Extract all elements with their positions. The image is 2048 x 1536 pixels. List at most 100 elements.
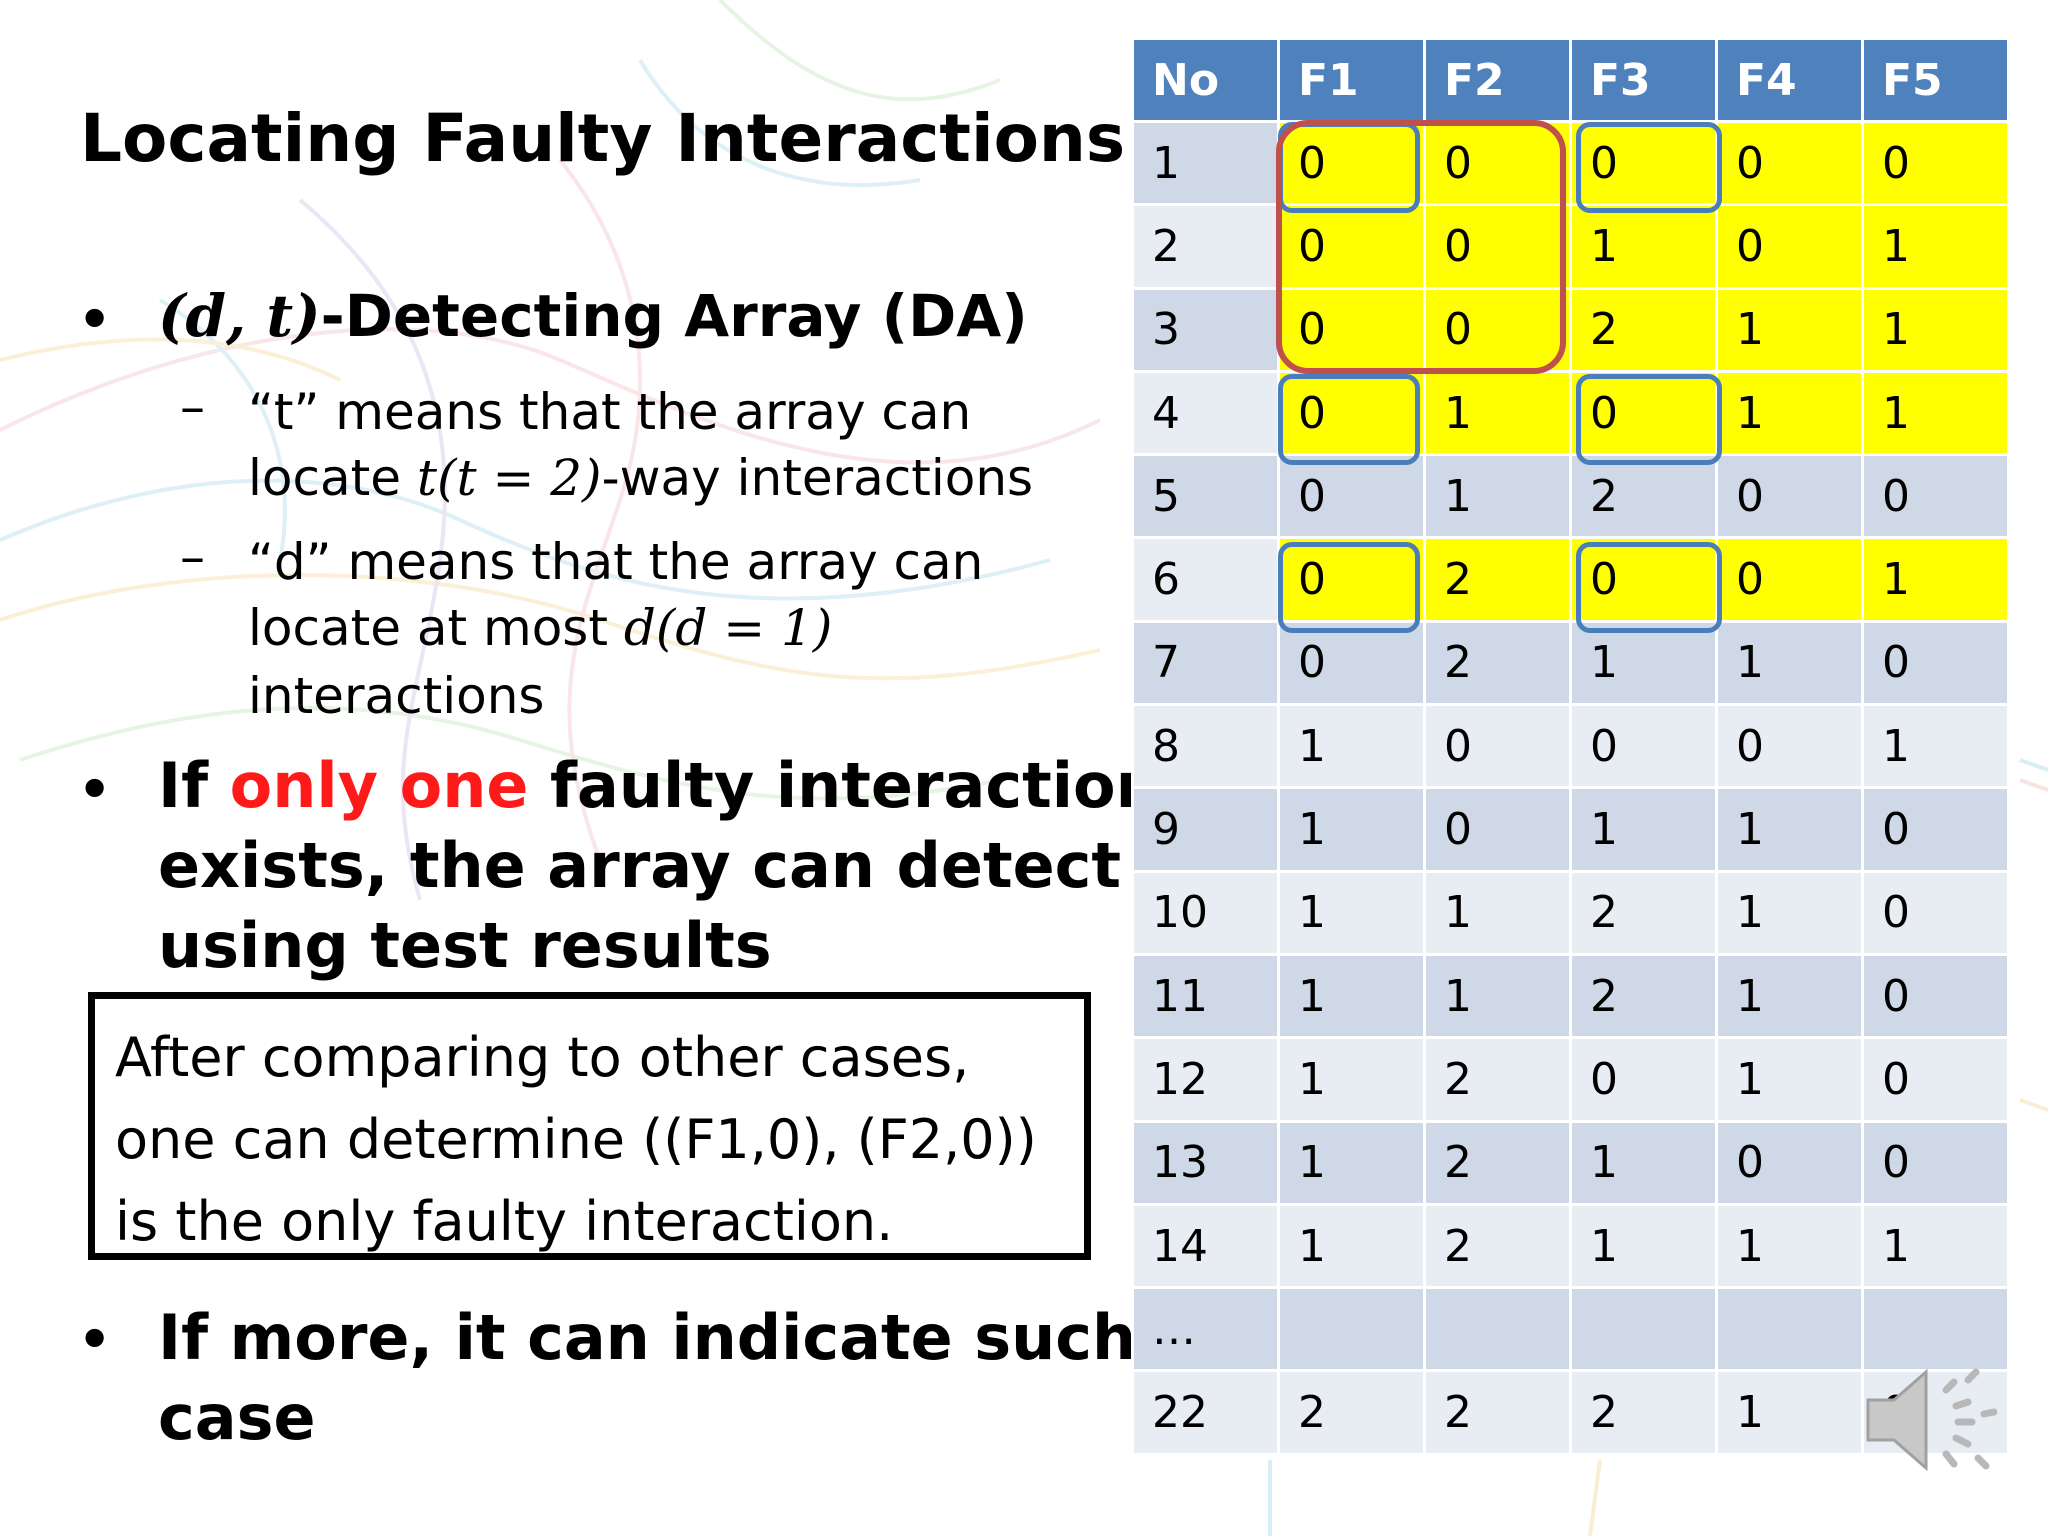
row-number-cell: 8 [1131,703,1280,790]
table-cell: 1 [1569,1202,1718,1290]
table-cell: 0 [1715,203,1864,290]
table-header-cell: F2 [1423,37,1572,123]
row-number-cell: 7 [1131,619,1280,707]
row-number-cell: 10 [1131,869,1280,956]
highlight-box-blue [1576,542,1722,633]
table-cell: 0 [1277,369,1426,457]
row-number-cell: 12 [1131,1036,1280,1123]
table-cell: 0 [1277,286,1426,373]
table-header-cell: F4 [1715,37,1864,123]
table-cell: 0 [1715,703,1864,790]
table-cell: 0 [1861,786,2010,873]
table-cell: 0 [1569,1036,1718,1123]
table-cell: 2 [1569,286,1718,373]
table-cell: 1 [1715,1202,1864,1290]
table-cell: 0 [1715,536,1864,623]
table-cell: 0 [1277,203,1426,290]
table-cell: 1 [1569,619,1718,707]
highlight-box-red [1276,120,1566,374]
table-cell: 2 [1423,1202,1572,1290]
slide-title: Locating Faulty Interactions [80,100,1126,177]
row-number-cell: 6 [1131,536,1280,623]
table-cell: 2 [1423,1036,1572,1123]
table-cell: 0 [1861,952,2010,1040]
row-number-cell: 2 [1131,203,1280,290]
bullet-detecting-array: (d, t)-Detecting Array (DA) [158,282,1028,350]
bullet-only-one-line2: exists, the array can detect it [158,829,1194,902]
row-number-cell: 3 [1131,286,1280,373]
table-row: 10 1 1 2 1 0 [1131,869,2010,956]
speaker-icon[interactable] [1860,1360,2000,1480]
table-cell: 0 [1569,703,1718,790]
table-cell: 2 [1277,1369,1426,1456]
table-cell: 1 [1277,703,1426,790]
table-cell: 0 [1861,619,2010,707]
table-cell [1277,1286,1426,1373]
table-cell: 2 [1423,619,1572,707]
emphasis-text: only one [229,749,529,822]
table-row: 14 1 2 1 1 1 [1131,1202,2010,1290]
table-cell [1423,1286,1572,1373]
table-cell: 0 [1277,453,1426,540]
bullet-only-one-line1: If only one faulty interaction [158,746,1160,826]
table-cell: 0 [1715,119,1864,207]
row-number-cell: 22 [1131,1369,1280,1456]
table-cell: 1 [1861,369,2010,457]
table-header-cell: No [1131,37,1280,123]
row-number-cell: 11 [1131,952,1280,1040]
sub-bullet-d-line3: interactions [248,667,545,725]
row-number-cell: 5 [1131,453,1280,540]
table-cell: 0 [1423,786,1572,873]
table-cell: 1 [1715,1369,1864,1456]
table-row: 13 1 2 1 0 0 [1131,1119,2010,1206]
sub-bullet-d-line2: locate at most d(d = 1) [248,594,832,662]
table-row: 2222210 [1131,1369,2010,1456]
table-cell: 0 [1277,119,1426,207]
row-number-cell: … [1131,1286,1280,1373]
dash-marker: – [180,528,205,586]
highlight-box-blue [1278,542,1420,633]
table-cell: 1 [1277,1202,1426,1290]
table-row: 11 1 1 2 1 0 [1131,952,2010,1040]
table-cell: 1 [1569,203,1718,290]
table-cell: 2 [1569,869,1718,956]
table-cell: 2 [1423,1119,1572,1206]
bullet-if-more-line1: If more, it can indicate such [158,1301,1137,1374]
table-cell: 0 [1277,536,1426,623]
table-cell: 0 [1569,369,1718,457]
table-row: 12 1 2 0 1 0 [1131,1036,2010,1123]
sub-bullet-t-line1: “t” means that the array can [248,383,972,441]
table-header-row: No F1 F2 F3 F4 F5 [1131,37,2010,123]
table-cell: 0 [1277,619,1426,707]
table-cell: 0 [1423,119,1572,207]
table-cell: 1 [1277,1119,1426,1206]
table-cell: 1 [1277,786,1426,873]
table-cell: 2 [1569,952,1718,1040]
sub-text: locate [248,449,417,507]
bullet-dot: • [78,290,112,350]
table-cell: 1 [1715,286,1864,373]
table-cell: 0 [1861,869,2010,956]
table-cell: 0 [1861,119,2010,207]
sub-bullet-d-line1: “d” means that the array can [248,533,984,591]
table-cell: 1 [1715,1036,1864,1123]
callout-line1: After comparing to other cases, [115,1026,970,1089]
table-cell: 2 [1569,453,1718,540]
row-number-cell: 14 [1131,1202,1280,1290]
table-cell: 1 [1423,453,1572,540]
table-cell: 0 [1715,1119,1864,1206]
row-number-cell: 4 [1131,369,1280,457]
row-number-cell: 1 [1131,119,1280,207]
table-cell: 0 [1569,536,1718,623]
table-cell: 0 [1861,1036,2010,1123]
table-cell: 1 [1861,286,2010,373]
bullet-dot: • [78,1310,112,1370]
